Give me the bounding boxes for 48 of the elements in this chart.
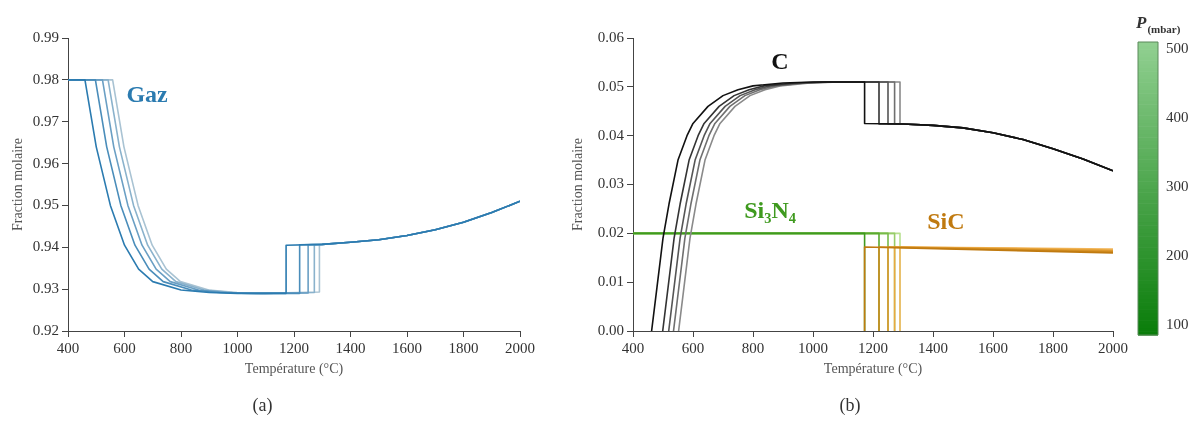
- y-tick-label: 0.98: [32, 70, 59, 87]
- x-tick-label: 1600: [392, 339, 422, 356]
- y-tick-label: 0.05: [597, 77, 624, 94]
- y-tick-label: 0.00: [597, 321, 624, 338]
- series-label: Si₃N₄: [744, 197, 796, 224]
- x-tick-label: 1600: [978, 339, 1008, 356]
- series-label: SiC: [927, 208, 965, 235]
- x-tick-label: 1400: [335, 339, 366, 356]
- color-bar-label: 200: [1166, 246, 1189, 263]
- color-bar-label: 400: [1166, 108, 1189, 125]
- x-tick-label: 800: [169, 339, 193, 356]
- x-tick-label: 1200: [279, 339, 309, 356]
- series-label: C: [771, 48, 789, 75]
- x-tick-label: 1200: [858, 339, 888, 356]
- y-tick-label: 0.95: [32, 196, 59, 213]
- y-axis-title: Fraction molaire: [10, 138, 26, 231]
- y-tick-label: 0.04: [597, 126, 625, 143]
- color-bar-label: 500: [1166, 39, 1189, 56]
- y-tick-label: 0.06: [597, 28, 625, 45]
- text: (a): [251, 395, 274, 416]
- y-tick-label: 0.92: [32, 321, 59, 338]
- x-tick-label: 1800: [1038, 339, 1068, 356]
- y-tick-label: 0.97: [32, 112, 60, 129]
- y-tick-label: 0.01: [597, 273, 624, 290]
- x-tick-label: 600: [681, 339, 705, 356]
- color-bar-label: 100: [1166, 315, 1189, 332]
- x-tick-label: 2000: [505, 339, 535, 356]
- x-tick-label: 1000: [798, 339, 828, 356]
- x-tick-label: 2000: [1098, 339, 1128, 356]
- text: (b): [838, 395, 862, 416]
- y-tick-label: 0.93: [32, 280, 59, 297]
- x-tick-label: 800: [741, 339, 765, 356]
- y-tick-label: 0.96: [32, 154, 60, 171]
- x-tick-label: 400: [621, 339, 645, 356]
- y-tick-label: 0.03: [597, 175, 624, 192]
- y-tick-label: 0.02: [597, 224, 624, 241]
- x-tick-label: 400: [56, 339, 80, 356]
- y-tick-label: 0.99: [32, 28, 59, 45]
- x-tick-label: 1400: [918, 339, 948, 356]
- y-axis-title: Fraction molaire: [570, 138, 586, 231]
- color-bar-label: 300: [1166, 177, 1189, 194]
- x-axis-title: Température (°C): [823, 361, 923, 378]
- x-tick-label: 1000: [222, 339, 253, 356]
- x-tick-label: 1800: [448, 339, 479, 356]
- series-label: Gaz: [126, 80, 169, 107]
- x-axis-title: Température (°C): [244, 361, 344, 378]
- y-tick-label: 0.94: [32, 238, 60, 255]
- x-tick-label: 600: [113, 339, 136, 356]
